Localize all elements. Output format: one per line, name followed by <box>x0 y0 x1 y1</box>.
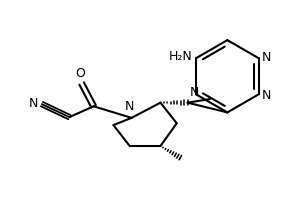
Text: H₂N: H₂N <box>169 50 192 63</box>
Text: N: N <box>262 89 271 102</box>
Text: O: O <box>75 67 85 80</box>
Text: N: N <box>29 97 38 110</box>
Text: N: N <box>190 86 199 100</box>
Text: N: N <box>262 51 271 64</box>
Text: N: N <box>125 100 134 113</box>
